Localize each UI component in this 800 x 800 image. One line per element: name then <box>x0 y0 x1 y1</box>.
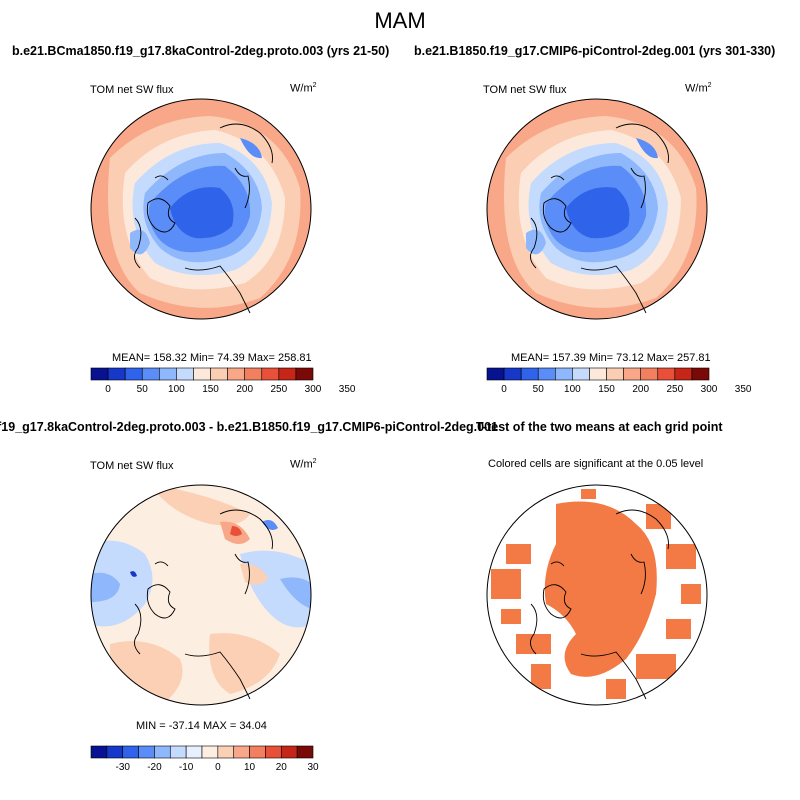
panel3-title: f19_g17.8kaControl-2deg.proto.003 - b.e2… <box>0 420 498 434</box>
panel2-colorbar-tick-label: 350 <box>735 384 752 395</box>
panel2-title: b.e21.B1850.f19_g17.CMIP6-piControl-2deg… <box>414 44 776 58</box>
season-title: MAM <box>374 8 426 33</box>
panel2-field <box>487 99 707 319</box>
panel2-colorbar-tick-label: 200 <box>632 384 649 395</box>
panel3-colorbar-tick-label: 20 <box>276 762 288 773</box>
panel2-colorbar-tick-label: 100 <box>564 384 581 395</box>
panel1-title: b.e21.BCma1850.f19_g17.8kaControl-2deg.p… <box>12 44 390 58</box>
panel2-colorbar-tick-label: 250 <box>667 384 684 395</box>
panel4-title: T-test of the two means at each grid poi… <box>476 420 723 434</box>
panel4-map <box>486 484 708 706</box>
panel3-variable: TOM net SW flux <box>90 460 174 472</box>
panel2-units: W/m2 <box>685 82 712 95</box>
panel1-variable: TOM net SW flux <box>90 84 174 96</box>
panel2-colorbar-tick-label: 150 <box>598 384 615 395</box>
panel3-coastlines <box>134 509 273 700</box>
panel3-colorbar-tick-label: 30 <box>307 762 319 773</box>
panel2-colorbar-swatch <box>691 367 710 381</box>
panel1-colorbar-swatch <box>159 367 177 381</box>
panel1-colorbar-tick-label: 150 <box>202 384 219 395</box>
panel3-colorbar-tick-label: 0 <box>215 762 221 773</box>
panel2-colorbar-tick-label: 50 <box>533 384 545 395</box>
panel1-colorbar-swatch <box>193 367 211 381</box>
panel2-colorbar-tick-label: 0 <box>501 384 507 395</box>
panel2-variable: TOM net SW flux <box>483 84 567 96</box>
panel1-colorbar-tick-label: 0 <box>105 384 111 395</box>
panel1-colorbar-swatch <box>90 367 109 381</box>
panel1-colorbar-tick-label: 300 <box>305 384 322 395</box>
panel1-field <box>91 99 311 319</box>
panel3-colorbar-swatch <box>106 745 124 759</box>
panel4-coastlines <box>530 509 669 700</box>
panel3-map <box>90 484 312 706</box>
panel3-colorbar-swatch <box>280 745 298 759</box>
panel1-colorbar-tick-label: 200 <box>236 384 253 395</box>
panel3-colorbar-swatch <box>185 745 203 759</box>
panel1-colorbar-tick-label: 50 <box>137 384 149 395</box>
panel3-colorbar-tick-label: -30 <box>115 762 130 773</box>
panel2-colorbar-swatch <box>537 367 556 381</box>
panel2-colorbar-tick-label: 300 <box>701 384 718 395</box>
panel2-colorbar-swatch <box>623 367 641 381</box>
panel1-colorbar-swatch <box>210 367 228 381</box>
panel3-colorbar-swatch <box>201 745 219 759</box>
panel3-colorbar-tick-label: -20 <box>147 762 162 773</box>
panel1-colorbar-swatch <box>141 367 160 381</box>
panel1-colorbar-swatch <box>227 367 245 381</box>
panel2-colorbar-swatch <box>674 367 693 381</box>
panel3-colorbar-swatch <box>249 745 266 759</box>
panel3-colorbar-swatch <box>138 745 155 759</box>
panel3-colorbar-tick-label: -10 <box>179 762 194 773</box>
panel1-colorbar-swatch <box>107 367 126 381</box>
panel1-colorbar-swatch <box>278 367 297 381</box>
panel1-colorbar-swatch <box>261 367 280 381</box>
panel3-colorbar-swatch <box>169 745 187 759</box>
panel4-subtitle: Colored cells are significant at the 0.0… <box>488 458 704 470</box>
panel2-map <box>486 98 708 320</box>
panel2-colorbar-swatch <box>606 367 624 381</box>
panel3-colorbar-swatch <box>233 745 250 759</box>
panel1-units: W/m2 <box>290 82 317 95</box>
panel2-colorbar-swatch <box>657 367 676 381</box>
panel4-field <box>487 485 707 705</box>
panel3-colorbar-swatch <box>122 745 139 759</box>
panel1-colorbar-tick-label: 250 <box>271 384 288 395</box>
panel2-stats: MEAN= 157.39 Min= 73.12 Max= 257.81 <box>511 352 711 364</box>
panel2-colorbar: 0 50 100 150 200 250 300 350 <box>486 367 752 395</box>
panel1-stats: MEAN= 158.32 Min= 74.39 Max= 258.81 <box>112 352 312 364</box>
panel1-coastlines <box>134 123 273 314</box>
panel1-colorbar-tick-label: 100 <box>168 384 185 395</box>
panel3-field <box>91 485 311 705</box>
panel3-colorbar-swatch <box>154 745 171 759</box>
panel1-colorbar-swatch <box>124 367 143 381</box>
panel3-colorbar: -30 -20 -10 0 10 20 30 <box>90 745 319 773</box>
panel3-colorbar-swatch <box>90 745 108 759</box>
panel2-coastlines <box>530 123 669 314</box>
panel1-colorbar-swatch <box>176 367 194 381</box>
panel1-colorbar-swatch <box>244 367 263 381</box>
panel3-units: W/m2 <box>290 458 317 471</box>
panel3-colorbar-swatch <box>217 745 235 759</box>
panel1-colorbar: 0 50 100 150 200 250 300 350 <box>90 367 356 395</box>
panel2-colorbar-swatch <box>640 367 659 381</box>
panel2-colorbar-swatch <box>486 367 505 381</box>
panel3-colorbar-swatch <box>296 745 314 759</box>
panel1-colorbar-swatch <box>295 367 314 381</box>
panel3-colorbar-swatch <box>265 745 282 759</box>
panel1-colorbar-tick-label: 350 <box>339 384 356 395</box>
panel2-colorbar-swatch <box>520 367 539 381</box>
panel3-colorbar-tick-label: 10 <box>244 762 256 773</box>
panel2-colorbar-swatch <box>503 367 522 381</box>
panel2-colorbar-swatch <box>589 367 607 381</box>
panel2-colorbar-swatch <box>555 367 573 381</box>
panel1-map <box>90 98 312 320</box>
panel3-stats: MIN = -37.14 MAX = 34.04 <box>136 720 267 732</box>
panel2-colorbar-swatch <box>572 367 590 381</box>
